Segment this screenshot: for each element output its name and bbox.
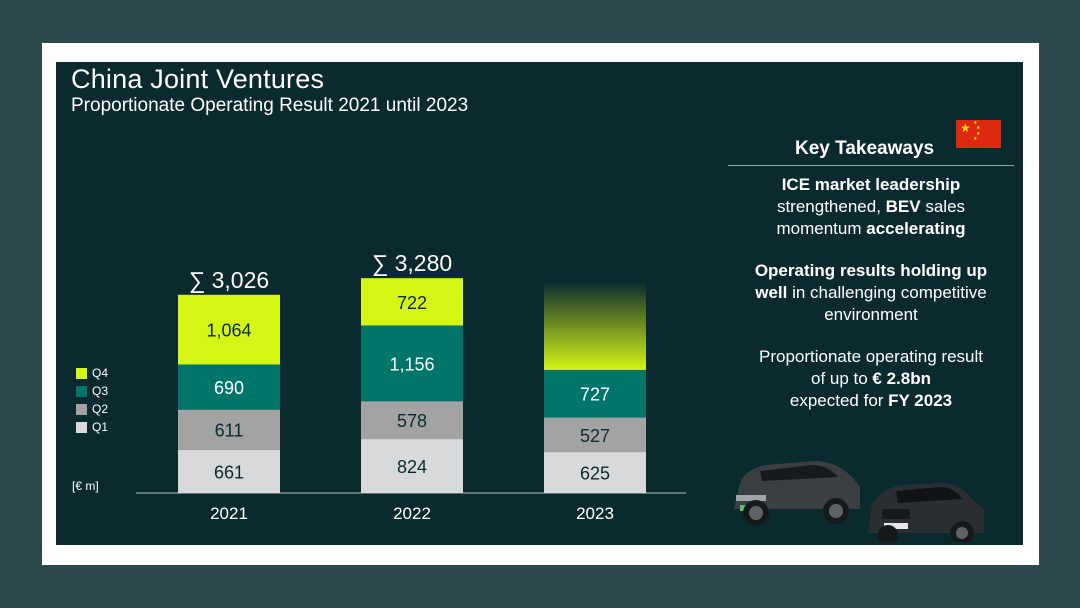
takeaway-text: Operating results holding up [754,261,988,280]
takeaway-3: Proportionate operating result of up to … [728,346,1014,412]
china-flag-icon: ★ ★ ★ ★ ★ [956,120,1001,148]
bar-value-label: 625 [580,464,610,484]
takeaway-text: ICE market leadership [781,175,961,194]
bar-segment-q1 [178,449,280,493]
flag-star-icon: ★ [976,125,981,131]
slide: China Joint Ventures Proportionate Opera… [56,62,1023,545]
bar-segment-q2 [544,417,646,453]
flag-star-icon: ★ [973,120,978,126]
takeaway-text: FY 2023 [888,391,953,410]
takeaway-text: environment [824,305,918,324]
bar-segment-q4 [361,278,463,326]
bar-segment-q3 [178,364,280,410]
takeaway-2: Operating results holding up well in cha… [728,260,1014,326]
bar-value-label: 661 [214,462,244,482]
takeaway-text: well [755,283,788,302]
bar-value-label: 527 [580,426,610,446]
slide-title: China Joint Ventures [71,64,325,94]
bar-value-label: 722 [397,293,427,313]
bar-value-label: 1,156 [389,354,434,374]
bar-segment-q1 [544,452,646,493]
takeaway-text: in challenging competitive [787,283,987,302]
bar-total-label: ∑ 3,026 [189,267,269,293]
legend-label: Q4 [92,366,109,380]
bar-segment-q2 [178,409,280,450]
bar-value-label: 690 [214,378,244,398]
unit-label: [€ m] [72,479,99,493]
legend-swatch [76,385,87,397]
legend-item-q4: Q4 [76,364,108,382]
chart-legend: Q4 Q3 Q2 Q1 [76,364,108,436]
legend-label: Q3 [92,384,109,398]
bar-value-label: 727 [580,385,610,405]
takeaway-text: accelerating [866,219,966,238]
flag-star-icon: ★ [960,121,971,135]
bar-value-label: 824 [397,457,427,477]
x-axis-label: 2023 [576,504,614,523]
legend-item-q2: Q2 [76,400,108,418]
bar-segment-q2 [361,401,463,440]
x-axis-label: 2021 [210,504,248,523]
slide-subtitle: Proportionate Operating Result 2021 unti… [71,95,469,116]
takeaway-1: ICE market leadership strengthened, BEV … [728,174,1014,240]
x-axis-label: 2022 [393,504,431,523]
stacked-bar-chart: 661 611 690 1,064 ∑ 3,026 2021 824 578 1,156 722 ∑… [136,250,686,523]
flag-star-icon: ★ [973,136,978,142]
audi-car-icon [868,483,984,542]
takeaway-text: € 2.8bn [872,369,932,388]
legend-swatch [76,421,87,433]
flag-star-icon: ★ [976,131,981,137]
takeaway-text: BEV [885,197,921,216]
bar-value-label: 611 [215,421,244,441]
takeaway-text: Proportionate operating result [759,347,983,366]
bar-value-label: 578 [397,411,427,431]
legend-label: Q2 [92,402,109,416]
legend-item-q1: Q1 [76,418,108,436]
bar-total-label: ∑ 3,280 [372,250,452,276]
bar-segment-q1 [361,439,463,493]
panel-divider [728,165,1014,166]
legend-swatch [76,403,87,415]
legend-swatch [76,367,87,379]
bar-segment-q3 [544,369,646,418]
legend-label: Q1 [92,420,109,434]
bar-value-label: 1,064 [206,321,251,341]
bar-segment-q4-expected [544,281,646,370]
bar-segment-q4 [178,294,280,365]
takeaway-text: expected for [789,391,889,410]
takeaway-text: sales [920,197,966,216]
legend-item-q3: Q3 [76,382,108,400]
suv-car-icon [734,461,860,526]
takeaway-text: strengthened, [776,197,886,216]
takeaway-text: of up to [810,369,873,388]
bar-segment-q3 [361,325,463,402]
takeaway-text: momentum [776,219,867,238]
cars-image [734,461,984,542]
panel-title: Key Takeaways [795,138,935,159]
